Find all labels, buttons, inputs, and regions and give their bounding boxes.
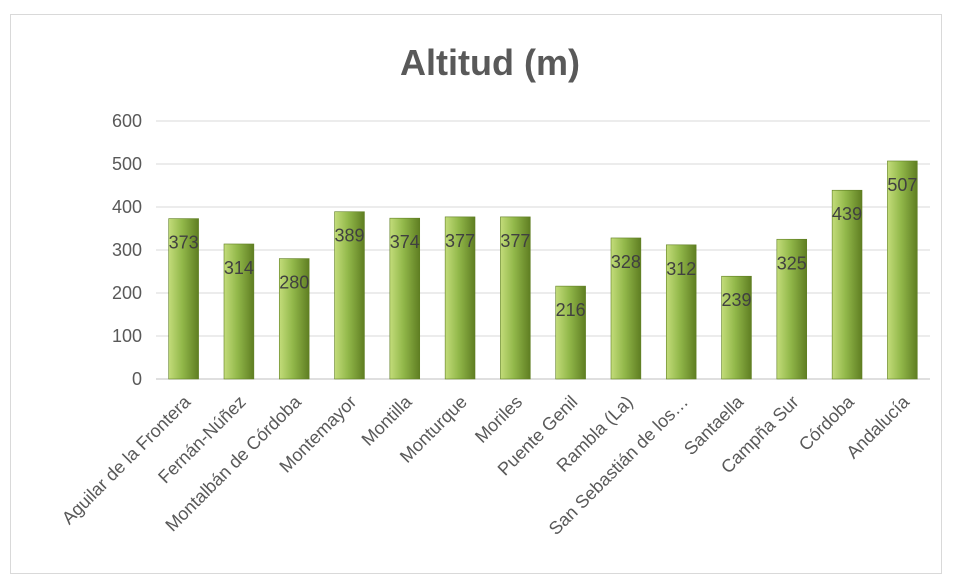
bar [444, 216, 476, 380]
x-axis-ticks: Aguilar de la FronteraFernán-NúñezMontal… [58, 391, 914, 539]
data-label: 314 [224, 258, 254, 278]
bar [168, 218, 199, 380]
data-label: 389 [334, 226, 364, 246]
bar [223, 243, 255, 380]
bars [168, 160, 918, 380]
data-label: 377 [500, 231, 530, 251]
bar [500, 216, 531, 380]
data-label: 377 [445, 231, 475, 251]
chart-title: Altitud (m) [400, 42, 580, 83]
data-label: 507 [887, 175, 917, 195]
bar [389, 217, 421, 380]
bar [555, 285, 586, 380]
y-tick-label: 400 [112, 197, 142, 217]
data-label: 239 [721, 290, 751, 310]
bar [665, 244, 697, 380]
y-tick-label: 600 [112, 111, 142, 131]
bar [776, 238, 808, 380]
y-tick-label: 500 [112, 154, 142, 174]
data-label: 216 [556, 300, 586, 320]
y-tick-label: 200 [112, 283, 142, 303]
data-label: 373 [169, 233, 199, 253]
y-tick-label: 100 [112, 326, 142, 346]
chart-frame: Altitud (m) 0 100 200 300 400 500 600 373 314 28… [10, 14, 942, 574]
y-tick-label: 300 [112, 240, 142, 260]
bar [887, 160, 918, 380]
bar [610, 237, 642, 380]
data-label: 325 [777, 253, 807, 273]
x-tick-label: Moriles [471, 392, 526, 447]
bar [278, 258, 310, 380]
y-axis-ticks: 0 100 200 300 400 500 600 [112, 111, 142, 389]
gridlines [156, 120, 930, 380]
bar [721, 275, 752, 380]
data-label: 439 [832, 204, 862, 224]
y-tick-label: 0 [132, 369, 142, 389]
data-label: 312 [666, 259, 696, 279]
data-labels: 373 314 280 389 374 377 377 216 328 312 239 325 439 5… [169, 175, 918, 320]
data-label: 328 [611, 252, 641, 272]
bar-chart: Altitud (m) 0 100 200 300 400 500 600 373 314 28… [58, 42, 930, 539]
bar [334, 211, 365, 380]
data-label: 280 [279, 273, 309, 293]
data-label: 374 [390, 232, 420, 252]
bar [831, 189, 863, 380]
